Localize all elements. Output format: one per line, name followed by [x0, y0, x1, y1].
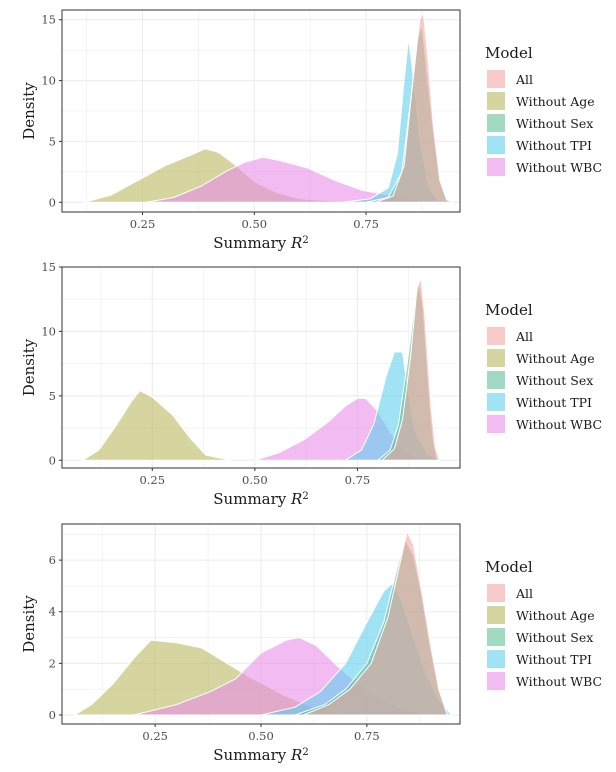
legend-label: Without TPI — [516, 395, 592, 410]
x-tick-label: 0.50 — [242, 473, 268, 487]
legend-key-without-sex — [487, 114, 505, 132]
legend-label: Without TPI — [516, 652, 592, 667]
legend-key-without-sex — [487, 628, 505, 646]
density-area-all — [374, 10, 454, 203]
y-tick-label: 5 — [49, 134, 56, 148]
legend-label: Without TPI — [516, 138, 592, 153]
legend-label: All — [515, 72, 533, 87]
legend-label: All — [515, 329, 533, 344]
density-area-all — [303, 530, 448, 716]
legend-label: Without Age — [516, 608, 595, 623]
x-axis-title: Summary R2 — [213, 746, 308, 764]
y-axis-title: Density — [20, 338, 38, 396]
y-tick-label: 6 — [49, 553, 56, 567]
legend-label: Without Sex — [516, 373, 593, 388]
legend: Model All Without Age Without Sex Without TP… — [485, 558, 602, 690]
legend-title: Model — [485, 558, 533, 576]
x-tick-label: 0.75 — [354, 729, 380, 743]
legend-label: All — [515, 586, 533, 601]
legend-key-without-tpi — [487, 650, 505, 668]
legend-key-all — [487, 70, 505, 88]
legend-title: Model — [485, 301, 533, 319]
y-tick-label: 15 — [41, 260, 56, 274]
legend: Model All Without Age Without Sex Without TP… — [485, 44, 602, 176]
legend-label: Without Sex — [516, 116, 593, 131]
y-axis-title: Density — [20, 595, 38, 653]
legend: Model All Without Age Without Sex Without TP… — [485, 301, 602, 433]
legend-key-without-wbc — [487, 158, 505, 176]
legend-key-all — [487, 584, 505, 602]
panel-border — [61, 266, 461, 469]
y-tick-label: 10 — [41, 74, 56, 88]
legend-key-without-tpi — [487, 393, 505, 411]
legend-key-without-wbc — [487, 672, 505, 690]
x-tick-label: 0.75 — [353, 217, 379, 231]
legend-key-without-sex — [487, 371, 505, 389]
legend-key-without-wbc — [487, 415, 505, 433]
x-tick-label: 0.50 — [248, 729, 274, 743]
x-tick-label: 0.50 — [241, 217, 267, 231]
legend-title: Model — [485, 44, 533, 62]
legend-key-without-age — [487, 606, 505, 624]
y-tick-label: 5 — [49, 389, 56, 403]
legend-key-without-age — [487, 92, 505, 110]
x-tick-label: 0.25 — [130, 217, 156, 231]
x-axis-title: Summary R2 — [213, 234, 308, 252]
legend-label: Without WBC — [516, 674, 602, 689]
y-tick-label: 0 — [49, 708, 56, 722]
y-tick-label: 2 — [49, 656, 56, 670]
x-tick-label: 0.75 — [345, 473, 371, 487]
x-axis-title: Summary R2 — [213, 490, 308, 508]
y-tick-label: 15 — [41, 13, 56, 27]
density-panel-2: 0.25 0.50 0.75 0 5 10 15 Summary R2 Density Model… — [20, 260, 602, 508]
y-axis-title: Density — [20, 82, 38, 140]
legend-key-all — [487, 327, 505, 345]
x-tick-label: 0.25 — [139, 473, 165, 487]
panel-border — [61, 9, 461, 213]
legend-key-without-tpi — [487, 136, 505, 154]
legend-label: Without Age — [516, 351, 595, 366]
density-panel-1: 0.25 0.50 0.75 0 5 10 15 Summary R2 Density Model… — [20, 9, 602, 252]
legend-label: Without WBC — [516, 417, 602, 432]
y-tick-label: 0 — [49, 195, 56, 209]
gridlines — [62, 10, 460, 212]
density-panel-3: 0.25 0.50 0.75 0 2 4 6 Summary R2 Density Model Al… — [20, 523, 602, 764]
legend-key-without-age — [487, 349, 505, 367]
density-areas — [80, 277, 441, 461]
density-area-without-age — [80, 390, 231, 461]
y-tick-label: 10 — [41, 324, 56, 338]
y-tick-label: 4 — [49, 605, 56, 619]
density-areas — [84, 10, 454, 203]
density-area-all — [380, 277, 441, 461]
x-tick-label: 0.25 — [142, 729, 168, 743]
legend-label: Without Age — [516, 94, 595, 109]
legend-label: Without Sex — [516, 630, 593, 645]
density-areas — [72, 530, 453, 716]
y-tick-label: 0 — [49, 453, 56, 467]
legend-label: Without WBC — [516, 160, 602, 175]
